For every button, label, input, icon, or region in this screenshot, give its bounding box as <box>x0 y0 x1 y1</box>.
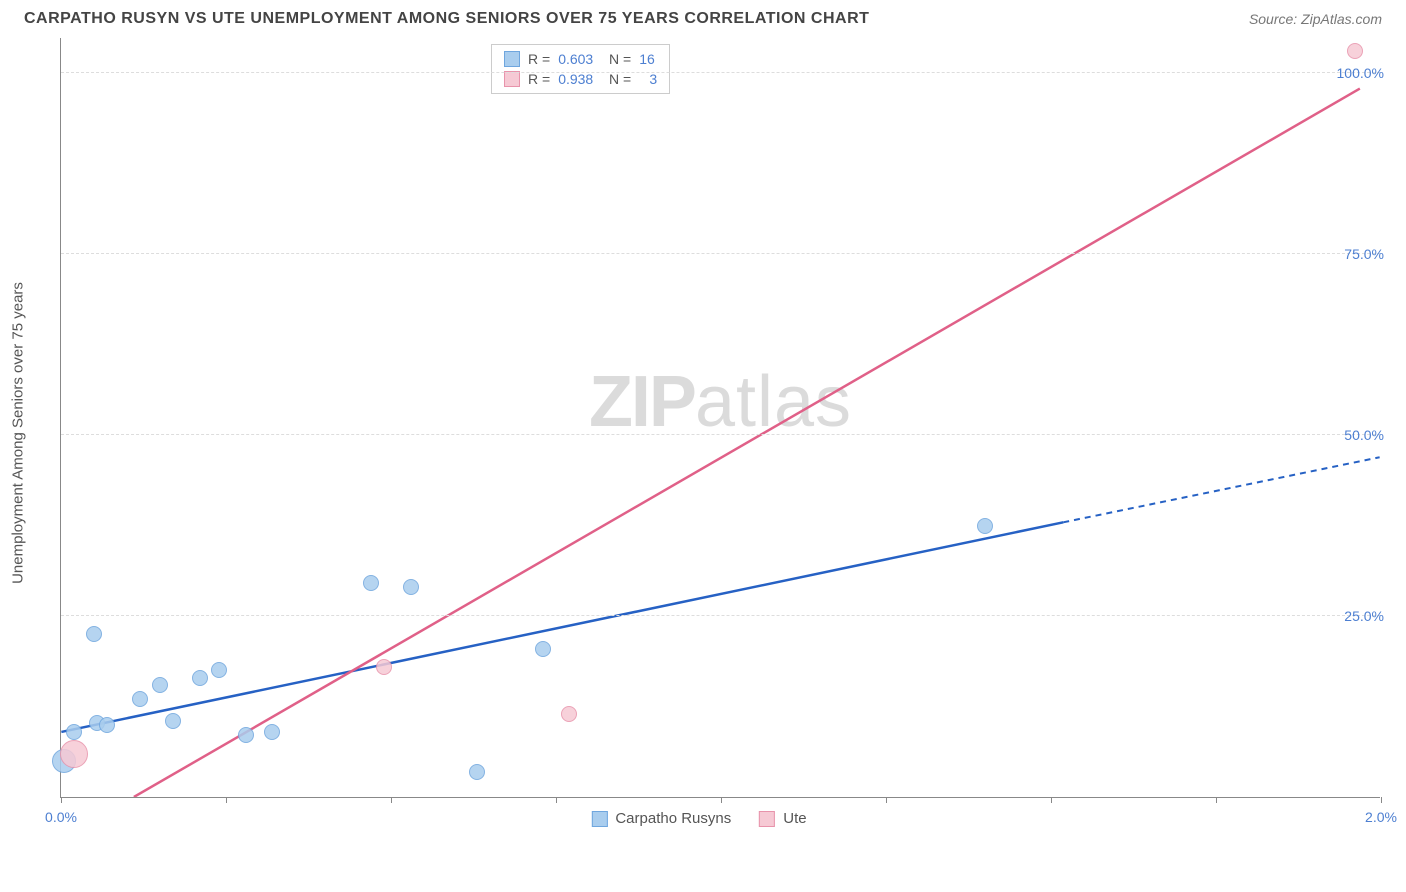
gridline <box>61 253 1380 254</box>
y-tick-label: 75.0% <box>1336 246 1384 262</box>
x-tick <box>721 797 722 803</box>
data-point <box>86 626 102 642</box>
data-point <box>192 670 208 686</box>
source-label: Source: ZipAtlas.com <box>1249 11 1382 27</box>
data-point <box>211 662 227 678</box>
x-tick <box>1216 797 1217 803</box>
data-point <box>469 764 485 780</box>
data-point <box>376 659 392 675</box>
legend-swatch-1 <box>759 811 775 827</box>
data-point <box>66 724 82 740</box>
legend-item-0: Carpatho Rusyns <box>591 810 731 827</box>
data-point <box>561 706 577 722</box>
n-value-1: 3 <box>639 71 657 87</box>
trendlines-svg <box>61 38 1380 797</box>
legend-label-1: Ute <box>783 810 806 827</box>
data-point <box>363 575 379 591</box>
x-tick <box>391 797 392 803</box>
swatch-series-1 <box>504 71 520 87</box>
data-point <box>535 641 551 657</box>
data-point <box>238 727 254 743</box>
x-tick <box>1381 797 1382 803</box>
n-value-0: 16 <box>639 51 655 67</box>
x-tick-label: 2.0% <box>1365 809 1397 825</box>
gridline <box>61 72 1380 73</box>
stat-legend: R = 0.603 N = 16 R = 0.938 N = 3 <box>491 44 670 94</box>
data-point <box>132 691 148 707</box>
y-tick-label: 25.0% <box>1336 608 1384 624</box>
y-axis-label: Unemployment Among Seniors over 75 years <box>10 282 27 584</box>
x-tick <box>1051 797 1052 803</box>
y-tick-label: 50.0% <box>1336 427 1384 443</box>
r-value-1: 0.938 <box>558 71 593 87</box>
y-tick-label: 100.0% <box>1329 65 1384 81</box>
data-point <box>165 713 181 729</box>
legend-swatch-0 <box>591 811 607 827</box>
x-tick-label: 0.0% <box>45 809 77 825</box>
data-point <box>60 740 88 768</box>
x-tick <box>61 797 62 803</box>
swatch-series-0 <box>504 51 520 67</box>
chart-title: CARPATHO RUSYN VS UTE UNEMPLOYMENT AMONG… <box>24 10 869 28</box>
gridline <box>61 615 1380 616</box>
plot-area: ZIPatlas R = 0.603 N = 16 R = 0.938 N = … <box>60 38 1380 798</box>
data-point <box>403 579 419 595</box>
x-tick <box>886 797 887 803</box>
stat-row-series-0: R = 0.603 N = 16 <box>492 49 669 69</box>
x-tick <box>556 797 557 803</box>
data-point <box>264 724 280 740</box>
watermark: ZIPatlas <box>589 361 852 443</box>
r-value-0: 0.603 <box>558 51 593 67</box>
data-point <box>1347 43 1363 59</box>
bottom-legend: Carpatho Rusyns Ute <box>591 810 806 827</box>
gridline <box>61 434 1380 435</box>
legend-label-0: Carpatho Rusyns <box>615 810 731 827</box>
x-tick <box>226 797 227 803</box>
data-point <box>152 677 168 693</box>
legend-item-1: Ute <box>759 810 806 827</box>
data-point <box>99 717 115 733</box>
data-point <box>977 518 993 534</box>
